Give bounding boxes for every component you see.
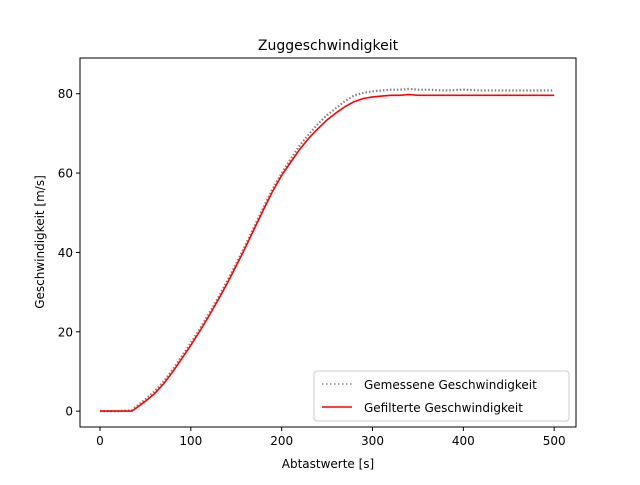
x-axis-ticks: 0 100 200 300 400 500	[96, 427, 566, 448]
chart-title: Zuggeschwindigkeit	[258, 38, 399, 54]
y-tick-label: 40	[58, 246, 73, 260]
y-tick-label: 80	[58, 87, 73, 101]
y-axis-ticks: 0 20 40 60 80	[58, 87, 80, 419]
y-axis-label: Geschwindigkeit [m/s]	[33, 175, 47, 309]
series-line-measured	[100, 87, 555, 413]
legend-box	[313, 370, 570, 422]
series-line-filtered	[100, 93, 555, 412]
plot-area: 0 100 200 300 400 500 0 20 40 60 80	[58, 57, 577, 448]
x-axis-label: Abtastwerte [s]	[282, 457, 375, 471]
series-layer	[100, 87, 555, 413]
y-tick-label: 0	[65, 405, 73, 419]
legend: Gemessene Geschwindigkeit Gefilterte Ges…	[313, 370, 570, 422]
x-tick-label: 200	[270, 434, 293, 448]
y-tick-label: 60	[58, 167, 73, 181]
x-tick-label: 0	[96, 434, 104, 448]
x-tick-label: 100	[179, 434, 202, 448]
legend-label-filtered: Gefilterte Geschwindigkeit	[364, 401, 523, 415]
axes-frame	[79, 57, 577, 428]
y-tick-label: 20	[58, 325, 73, 339]
x-tick-label: 400	[452, 434, 475, 448]
legend-label-measured: Gemessene Geschwindigkeit	[364, 378, 537, 392]
x-tick-label: 300	[361, 434, 384, 448]
x-tick-label: 500	[543, 434, 566, 448]
